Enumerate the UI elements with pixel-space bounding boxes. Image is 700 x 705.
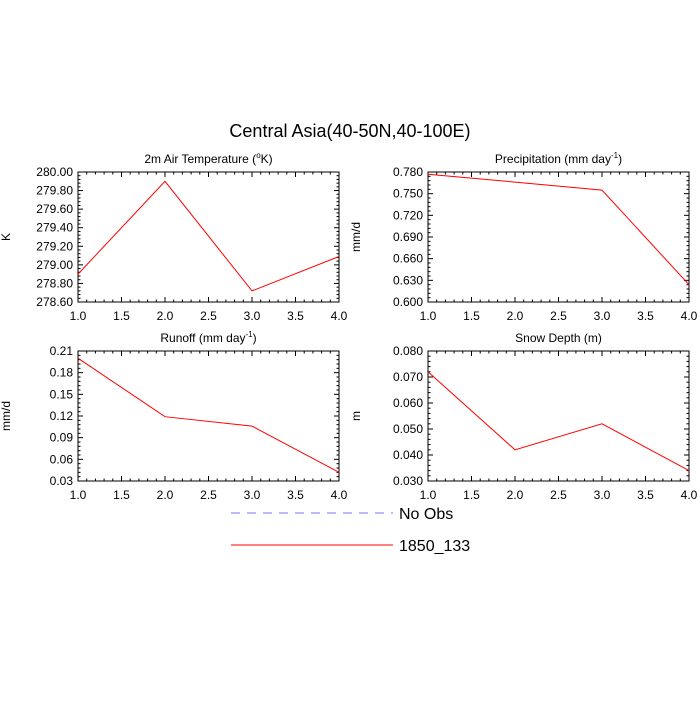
x-tick-label: 2.5 [550, 488, 567, 502]
panel-title: Runoff (mm day-1) [160, 330, 256, 345]
series-line-1850-133 [77, 357, 340, 473]
legend-label-no-obs: No Obs [399, 506, 453, 523]
x-tick-label: 2.0 [507, 309, 524, 323]
plot-frame [77, 171, 340, 303]
x-tick-label: 1.5 [113, 309, 130, 323]
series-line-1850-133 [427, 173, 690, 286]
y-tick-label: 0.780 [393, 165, 423, 179]
panel-precipitation: 1.0 1.5 2.0 2.5 3.0 3.5 4.0 0.600 0.630 0.660 0.69… [349, 151, 698, 323]
y-axis-label: m [349, 411, 363, 421]
x-tick-label: 2.5 [200, 309, 217, 323]
x-tick-label: 4.0 [681, 488, 698, 502]
x-tick-label: 2.0 [157, 488, 174, 502]
x-tick-label: 3.5 [287, 488, 304, 502]
y-tick-label: 0.750 [393, 187, 423, 201]
y-tick-label: 279.80 [36, 184, 73, 198]
y-tick-label: 0.18 [50, 366, 74, 380]
y-axis-label: mm/d [0, 401, 13, 431]
y-tick-label: 0.050 [393, 422, 423, 436]
y-tick-label: 0.12 [50, 409, 74, 423]
x-tick-label: 3.5 [637, 488, 654, 502]
y-tick-label: 0.15 [50, 387, 74, 401]
x-tick-label: 4.0 [331, 488, 348, 502]
x-tick-label: 4.0 [331, 309, 348, 323]
panel-runoff: 1.0 1.5 2.0 2.5 3.0 3.5 4.0 0.03 0.06 0.09 0.12 0.1… [0, 330, 348, 502]
x-tick-label: 3.0 [244, 488, 261, 502]
x-tick-label: 1.5 [113, 488, 130, 502]
x-tick-label: 2.5 [550, 309, 567, 323]
x-tick-label: 1.5 [463, 309, 480, 323]
series-line-1850-133 [77, 180, 340, 292]
figure-title: Central Asia(40-50N,40-100E) [229, 121, 470, 141]
x-tick-label: 3.0 [594, 488, 611, 502]
x-tick-label: 1.0 [70, 488, 87, 502]
y-tick-label: 0.080 [393, 344, 423, 358]
panel-title: 2m Air Temperature (oK) [144, 151, 272, 166]
y-tick-label: 278.80 [36, 276, 73, 290]
y-tick-label: 0.630 [393, 273, 423, 287]
y-tick-label: 279.40 [36, 221, 73, 235]
y-tick-label: 0.030 [393, 474, 423, 488]
panel-title: Precipitation (mm day-1) [495, 151, 622, 166]
y-tick-label: 0.03 [50, 474, 74, 488]
panel-title: Snow Depth (m) [515, 331, 602, 345]
x-tick-label: 3.0 [594, 309, 611, 323]
y-tick-label: 280.00 [36, 165, 73, 179]
series-line-1850-133 [427, 371, 690, 472]
x-tick-label: 4.0 [681, 309, 698, 323]
plot-frame [77, 350, 340, 482]
y-tick-label: 0.09 [50, 431, 74, 445]
x-tick-label: 2.5 [200, 488, 217, 502]
y-tick-label: 0.040 [393, 448, 423, 462]
y-tick-label: 0.06 [50, 452, 74, 466]
y-tick-label: 0.21 [50, 344, 74, 358]
y-tick-label: 0.060 [393, 396, 423, 410]
x-tick-label: 1.0 [70, 309, 87, 323]
legend-label-1850-133: 1850_133 [399, 538, 470, 555]
y-tick-label: 0.720 [393, 208, 423, 222]
y-tick-label: 279.60 [36, 202, 73, 216]
plot-frame [427, 350, 690, 482]
x-tick-label: 2.0 [157, 309, 174, 323]
y-tick-label: 0.690 [393, 230, 423, 244]
x-tick-label: 3.5 [637, 309, 654, 323]
y-tick-label: 278.60 [36, 295, 73, 309]
y-tick-label: 0.600 [393, 295, 423, 309]
y-axis-label: K [0, 233, 13, 241]
x-tick-label: 1.0 [420, 488, 437, 502]
y-tick-label: 279.00 [36, 258, 73, 272]
y-tick-label: 0.070 [393, 370, 423, 384]
y-tick-label: 0.660 [393, 252, 423, 266]
panel-snow-depth: 1.0 1.5 2.0 2.5 3.0 3.5 4.0 0.030 0.040 0.050 0.06… [349, 331, 698, 502]
panel-air-temperature: 1.0 1.5 2.0 2.5 3.0 3.5 4.0 278.60 278.80 279.00 2… [0, 151, 348, 323]
y-tick-label: 279.20 [36, 239, 73, 253]
x-tick-label: 3.0 [244, 309, 261, 323]
x-tick-label: 3.5 [287, 309, 304, 323]
x-tick-label: 1.5 [463, 488, 480, 502]
x-tick-label: 2.0 [507, 488, 524, 502]
legend: No Obs 1850_133 [231, 506, 470, 555]
y-axis-label: mm/d [349, 222, 363, 252]
plot-frame [427, 171, 690, 303]
x-tick-label: 1.0 [420, 309, 437, 323]
